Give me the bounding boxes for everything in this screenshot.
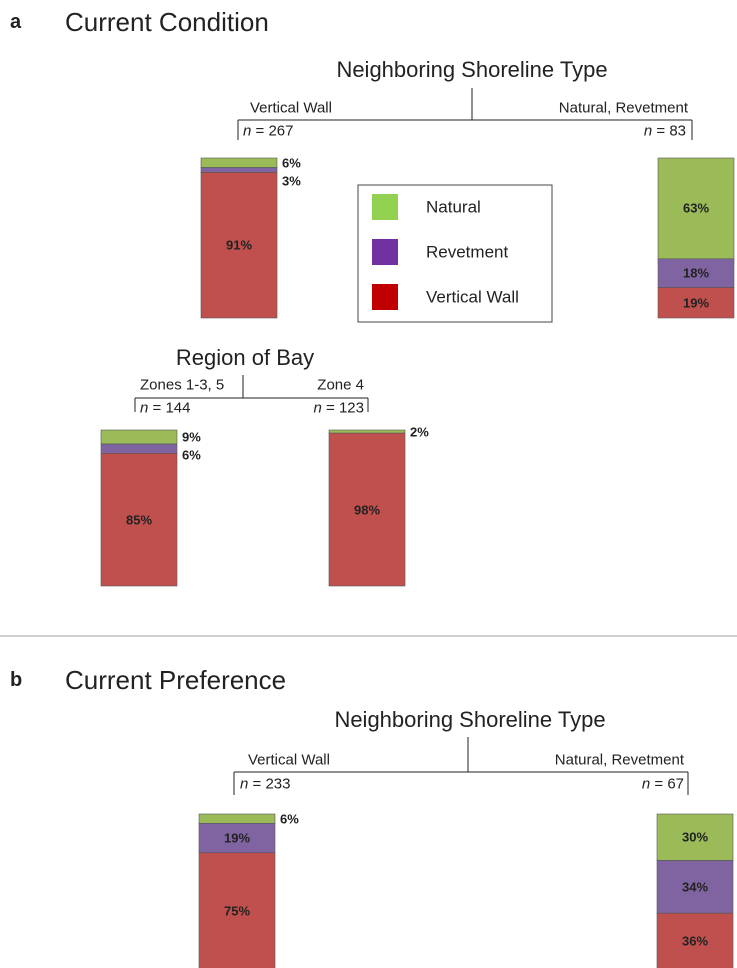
bar-segment: [100, 429, 178, 445]
value-label: 30%: [681, 829, 709, 845]
bar-segment: [656, 912, 734, 968]
legend-swatch: [372, 194, 398, 220]
value-label: 18%: [682, 265, 710, 281]
panel-letter: b: [10, 669, 23, 691]
bar-segment: [100, 453, 178, 587]
value-label: 75%: [223, 903, 251, 919]
branch-n: n = 123: [313, 399, 364, 417]
value-label: 19%: [223, 830, 251, 846]
value-label: 63%: [682, 200, 710, 216]
branch-n: n = 267: [243, 122, 294, 140]
bar-segment: [200, 157, 278, 168]
value-label: 98%: [353, 502, 381, 518]
bar-segment: [198, 813, 276, 824]
branch-label: Natural, Revetment: [558, 99, 688, 117]
branch-label: Vertical Wall: [248, 751, 330, 769]
value-label: 85%: [125, 512, 153, 528]
bar-segment: [657, 287, 735, 319]
panel-title: Current Preference: [65, 665, 287, 695]
bar-segment: [100, 443, 178, 454]
tree-title: Neighboring Shoreline Type: [336, 57, 608, 82]
value-label: 3%: [282, 173, 301, 189]
value-label: 2%: [410, 424, 429, 440]
branch-n: n = 233: [240, 775, 291, 793]
value-label: 34%: [681, 879, 709, 895]
legend-label: Vertical Wall: [426, 287, 519, 307]
panel-letter: a: [10, 11, 22, 33]
value-label: 6%: [182, 447, 201, 463]
bar-segment: [328, 432, 406, 587]
branch-n: n = 67: [641, 775, 684, 793]
legend-swatch: [372, 284, 398, 310]
legend-label: Revetment: [426, 242, 509, 262]
branch-label: Vertical Wall: [250, 99, 332, 117]
branch-label: Natural, Revetment: [554, 751, 684, 769]
bar-segment: [657, 258, 735, 288]
value-label: 91%: [225, 237, 253, 253]
bar-segment: [656, 813, 734, 861]
bar-segment: [200, 172, 278, 319]
value-label: 36%: [681, 933, 709, 949]
tree-title: Region of Bay: [175, 345, 315, 370]
bar-segment: [328, 429, 406, 434]
branch-n: n = 144: [140, 399, 191, 417]
bar-segment: [198, 852, 276, 968]
branch-label: Zones 1-3, 5: [140, 376, 225, 394]
branch-n: n = 83: [643, 122, 686, 140]
value-label: 6%: [280, 811, 299, 827]
legend-label: Natural: [426, 197, 481, 217]
value-label: 9%: [182, 429, 201, 445]
bar-segment: [657, 157, 735, 260]
panel-title: Current Condition: [65, 7, 269, 37]
value-label: 6%: [282, 155, 301, 171]
tree-title: Neighboring Shoreline Type: [334, 707, 606, 732]
value-label: 19%: [682, 295, 710, 311]
bar-segment: [200, 167, 278, 173]
bar-segment: [198, 822, 276, 854]
branch-label: Zone 4: [317, 376, 364, 394]
legend-swatch: [372, 239, 398, 265]
